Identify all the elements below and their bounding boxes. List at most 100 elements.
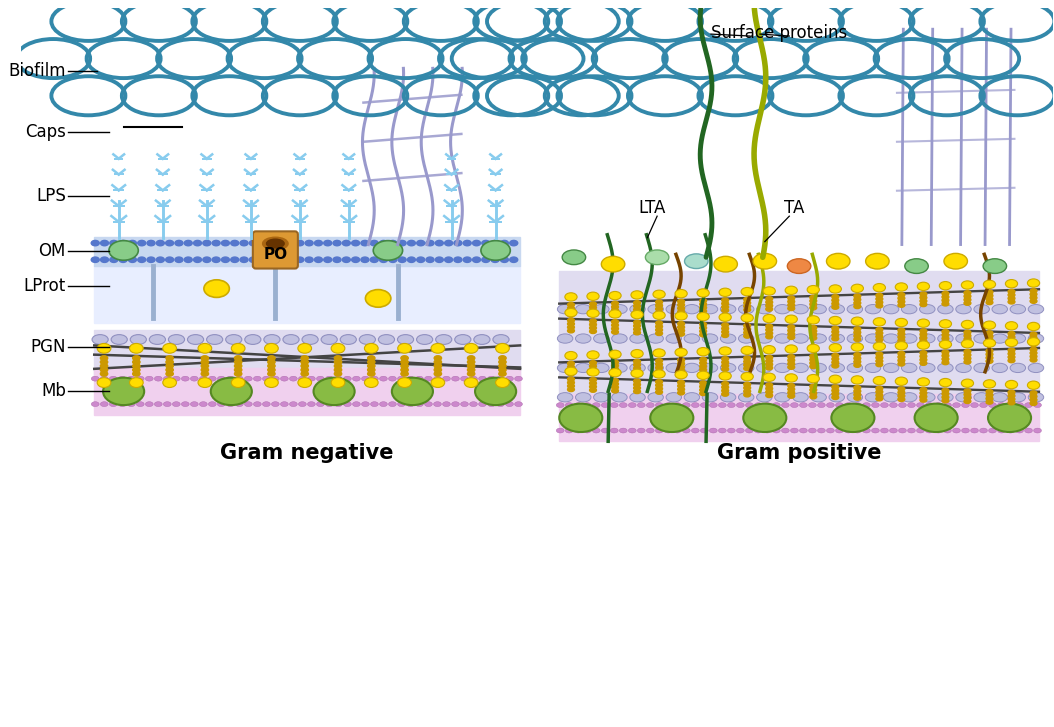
Ellipse shape <box>344 377 351 381</box>
Ellipse shape <box>110 377 117 381</box>
Ellipse shape <box>567 313 574 317</box>
Ellipse shape <box>198 378 212 387</box>
Ellipse shape <box>854 360 861 364</box>
Ellipse shape <box>630 393 645 402</box>
Ellipse shape <box>709 428 717 433</box>
Ellipse shape <box>97 378 111 387</box>
Ellipse shape <box>678 332 684 336</box>
Ellipse shape <box>781 403 789 408</box>
Ellipse shape <box>567 361 574 366</box>
Ellipse shape <box>722 382 728 386</box>
Ellipse shape <box>964 340 971 345</box>
Ellipse shape <box>557 403 564 408</box>
Ellipse shape <box>479 377 486 381</box>
Ellipse shape <box>433 377 442 381</box>
Ellipse shape <box>451 377 460 381</box>
Ellipse shape <box>766 297 773 301</box>
Ellipse shape <box>272 402 279 406</box>
Ellipse shape <box>741 314 754 322</box>
Ellipse shape <box>379 377 387 381</box>
Ellipse shape <box>964 330 971 334</box>
Ellipse shape <box>175 257 183 262</box>
Ellipse shape <box>1010 393 1026 402</box>
Ellipse shape <box>416 257 425 262</box>
Ellipse shape <box>961 403 970 408</box>
Ellipse shape <box>854 428 861 433</box>
Ellipse shape <box>630 334 645 343</box>
Ellipse shape <box>787 355 795 359</box>
Ellipse shape <box>611 320 619 324</box>
Ellipse shape <box>264 334 280 345</box>
Ellipse shape <box>589 381 597 385</box>
Ellipse shape <box>920 339 926 343</box>
Ellipse shape <box>832 395 839 400</box>
Ellipse shape <box>847 305 862 314</box>
Ellipse shape <box>1024 403 1033 408</box>
Ellipse shape <box>188 334 203 345</box>
Ellipse shape <box>865 393 881 402</box>
Ellipse shape <box>1028 279 1039 287</box>
Ellipse shape <box>589 322 597 326</box>
Ellipse shape <box>602 428 609 433</box>
Ellipse shape <box>656 328 663 332</box>
Ellipse shape <box>722 323 728 327</box>
Ellipse shape <box>434 360 442 364</box>
Ellipse shape <box>611 370 619 374</box>
Ellipse shape <box>1006 380 1017 389</box>
Ellipse shape <box>826 428 835 433</box>
Ellipse shape <box>100 241 109 246</box>
Ellipse shape <box>371 402 378 406</box>
Ellipse shape <box>593 393 609 402</box>
Ellipse shape <box>854 396 861 400</box>
Ellipse shape <box>1008 358 1015 363</box>
Ellipse shape <box>575 393 591 402</box>
Ellipse shape <box>630 364 645 372</box>
Ellipse shape <box>666 393 682 402</box>
Ellipse shape <box>766 328 773 332</box>
Ellipse shape <box>368 368 375 372</box>
Ellipse shape <box>890 403 897 408</box>
Ellipse shape <box>964 297 971 302</box>
Ellipse shape <box>1029 393 1043 402</box>
Ellipse shape <box>633 311 641 316</box>
Ellipse shape <box>258 257 267 262</box>
Ellipse shape <box>340 334 356 345</box>
Ellipse shape <box>368 356 375 361</box>
Ellipse shape <box>854 389 861 393</box>
Ellipse shape <box>979 403 988 408</box>
Ellipse shape <box>1030 401 1037 406</box>
Ellipse shape <box>181 377 190 381</box>
Ellipse shape <box>829 305 844 314</box>
Ellipse shape <box>787 306 795 310</box>
Ellipse shape <box>744 389 750 393</box>
Ellipse shape <box>809 326 817 330</box>
Ellipse shape <box>226 334 241 345</box>
Ellipse shape <box>162 378 176 387</box>
Ellipse shape <box>907 428 915 433</box>
Ellipse shape <box>611 308 619 313</box>
Ellipse shape <box>368 364 375 369</box>
Ellipse shape <box>567 329 574 333</box>
Ellipse shape <box>917 341 930 349</box>
Ellipse shape <box>133 371 140 376</box>
Ellipse shape <box>992 305 1008 314</box>
Ellipse shape <box>854 385 861 390</box>
Ellipse shape <box>620 403 627 408</box>
Ellipse shape <box>847 364 862 372</box>
Ellipse shape <box>974 393 990 402</box>
Ellipse shape <box>589 305 597 310</box>
Ellipse shape <box>920 295 926 300</box>
Ellipse shape <box>674 403 681 408</box>
Ellipse shape <box>240 257 248 262</box>
Ellipse shape <box>964 360 971 364</box>
Ellipse shape <box>567 368 574 372</box>
Ellipse shape <box>901 334 917 343</box>
Ellipse shape <box>234 368 241 372</box>
Ellipse shape <box>191 377 198 381</box>
Text: Surface proteins: Surface proteins <box>711 24 847 42</box>
Ellipse shape <box>565 308 578 317</box>
Ellipse shape <box>499 364 506 369</box>
Ellipse shape <box>184 257 192 262</box>
Ellipse shape <box>739 364 754 372</box>
Ellipse shape <box>854 363 861 367</box>
